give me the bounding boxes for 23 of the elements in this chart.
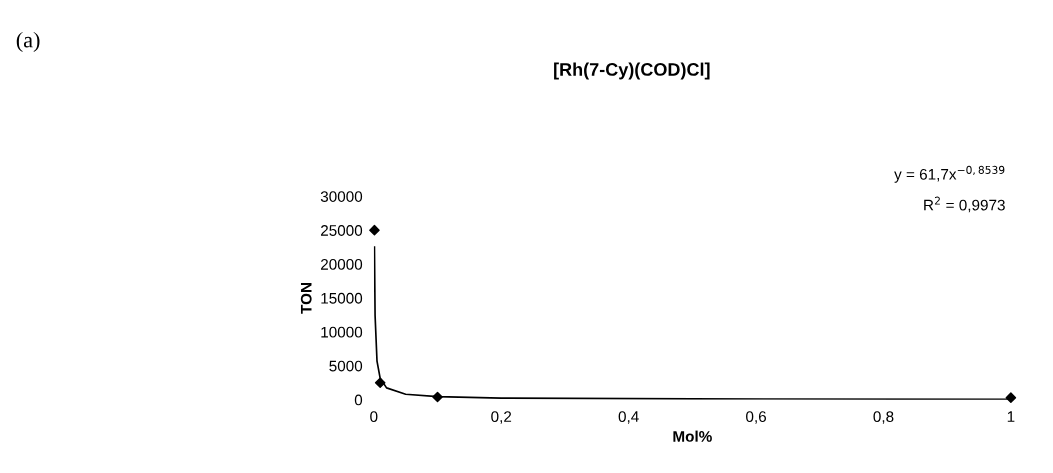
- x-tick-label: 0,4: [618, 411, 639, 424]
- y-axis-title: TON: [300, 283, 312, 314]
- x-tick-label: 1: [1007, 411, 1015, 422]
- y-tick-label: 15000: [321, 292, 363, 304]
- y-tick-label: 30000: [320, 191, 363, 202]
- x-tick-label: 0,2: [491, 411, 512, 424]
- x-axis-title: Mol%: [673, 430, 712, 442]
- y-tick-label: 10000: [321, 326, 363, 338]
- y-tick-label: 25000: [320, 225, 363, 236]
- y-tick-label: 20000: [320, 258, 363, 270]
- point: [374, 377, 386, 389]
- chart-title: [Rh(7-Cy)(COD)Cl]: [554, 62, 710, 80]
- y-tick-label: 5000: [329, 360, 363, 372]
- point: [1005, 392, 1017, 403]
- point: [369, 224, 380, 236]
- x-tick-label: 0,8: [873, 411, 894, 424]
- text: y = 61,7x$^{−0,8539}$: [894, 165, 1005, 183]
- point: [432, 391, 443, 403]
- x-tick-label: 0,6: [746, 411, 766, 424]
- annotation: R$^{2}$ = 0,9973: [924, 196, 1005, 213]
- x-tick-label: 0: [370, 411, 378, 423]
- text: (a): [16, 31, 40, 53]
- y-tick-label: 0: [354, 394, 363, 406]
